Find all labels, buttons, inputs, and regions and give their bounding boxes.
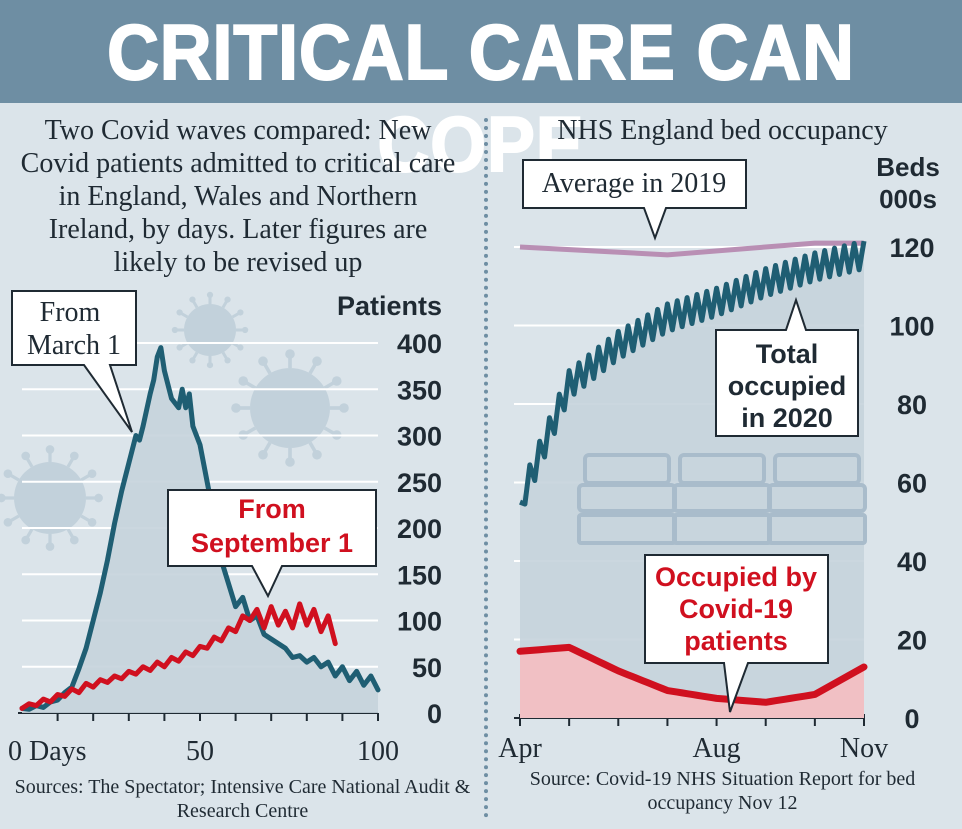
virus-body <box>184 304 236 356</box>
virus-spike-tip <box>237 344 244 351</box>
virus-icon <box>171 291 249 369</box>
virus-icon <box>0 445 103 551</box>
right-y-tick-label: 40 <box>897 547 927 577</box>
virus-spike-tip <box>87 517 97 527</box>
average-callout-box <box>522 159 747 241</box>
right-chart-subtitle: NHS England bed occupancy <box>557 115 888 146</box>
virus-spike-tip <box>21 535 31 545</box>
covid-occupied-line <box>516 643 868 706</box>
virus-spike-tip <box>45 542 55 551</box>
total-callout-label: in 2020 <box>741 403 833 433</box>
left-y-tick-label: 50 <box>412 653 442 683</box>
september-callout-box <box>167 489 377 599</box>
virus-spike-tip <box>258 356 268 367</box>
bed-base <box>767 513 867 545</box>
virus-spike-tip <box>312 449 322 460</box>
headline: CRITICAL CARE CAN COPE <box>106 7 855 189</box>
virus-spike-tip <box>45 445 55 454</box>
left-y-tick-label: 200 <box>397 514 442 544</box>
march-callout-label: March 1 <box>27 330 121 361</box>
left-x-tick-label: 100 <box>357 736 399 767</box>
covid-callout-label: patients <box>684 626 788 656</box>
covid-callout-label: Occupied by <box>655 562 817 592</box>
virus-spike-tip <box>176 344 183 351</box>
virus-spike-tip <box>206 361 214 369</box>
virus-spike-tip <box>224 357 231 364</box>
total-occupied-line <box>519 240 867 507</box>
headline-banner <box>0 0 962 103</box>
left-y-tick-label: 0 <box>427 699 442 729</box>
virus-spike-tip <box>87 469 97 479</box>
left-x-tick-label: 50 <box>186 736 214 767</box>
bed-mattress <box>767 483 867 513</box>
virus-spike-tip <box>3 469 13 479</box>
september-callout-label: September 1 <box>191 528 353 558</box>
left-y-tick-label: 100 <box>397 607 442 637</box>
virus-spike-tip <box>69 535 79 545</box>
bed-icon <box>767 453 867 545</box>
virus-spike-tip <box>312 356 322 367</box>
panel-divider <box>484 118 488 818</box>
virus-spike-tip <box>285 349 295 359</box>
left-x-tick-label: 0 Days <box>8 736 87 767</box>
virus-spike-tip <box>339 403 349 413</box>
virus-body <box>14 462 86 534</box>
march-series-line <box>19 345 381 712</box>
right-y-tick-label: 20 <box>897 626 927 656</box>
bed-icon <box>672 453 772 545</box>
left-y-tick-label: 400 <box>397 329 442 359</box>
left-y-tick-label: 300 <box>397 422 442 452</box>
right-x-tick-label: Aug <box>692 733 740 764</box>
virus-body <box>250 368 330 448</box>
virus-spike-tip <box>21 451 31 461</box>
right-chart-source: Source: Covid-19 NHS Situation Report fo… <box>529 768 916 814</box>
virus-spike-tip <box>0 493 6 503</box>
virus-spike-tip <box>189 357 196 364</box>
average-callout-label: Average in 2019 <box>542 168 727 199</box>
virus-spike-tip <box>3 517 13 527</box>
left-y-tick-label: 250 <box>397 468 442 498</box>
right-y-axis-label: Beds <box>876 152 940 182</box>
march-callout-label: From <box>40 297 101 328</box>
right-y-tick-label: 120 <box>889 233 934 263</box>
right-y-tick-label: 100 <box>889 312 934 342</box>
right-y-tick-label: 0 <box>904 704 919 734</box>
virus-spike-tip <box>285 457 295 467</box>
right-x-tick-label: Apr <box>498 733 542 764</box>
virus-spike-tip <box>237 309 244 316</box>
right-y-tick-label: 80 <box>897 390 927 420</box>
virus-spike-tip <box>69 451 79 461</box>
virus-spike-tip <box>258 449 268 460</box>
virus-spike-tip <box>241 326 249 334</box>
total-callout-label: Total <box>756 339 819 369</box>
virus-spike-tip <box>94 493 103 503</box>
virus-spike-tip <box>231 403 241 413</box>
september-callout-label: From <box>238 494 306 524</box>
virus-icon <box>231 349 349 467</box>
right-y-tick-label: 60 <box>897 469 927 499</box>
left-chart-source: Sources: The Spectator; Intensive Care N… <box>14 776 471 822</box>
total-callout-box <box>715 296 859 437</box>
left-y-tick-label: 150 <box>397 560 442 590</box>
right-y-axis-label: 000s <box>879 184 937 214</box>
virus-spike-tip <box>238 376 249 386</box>
september-series-line <box>19 601 338 711</box>
covid-callout-label: Covid-19 <box>679 594 793 624</box>
virus-spike-tip <box>171 326 179 334</box>
march-callout-box <box>11 290 137 433</box>
virus-spike-tip <box>224 296 231 303</box>
total-callout-label: occupied <box>728 371 847 401</box>
left-chart-subtitle: Two Covid waves compared: New Covid pati… <box>20 115 456 278</box>
average-2019-line <box>519 240 864 258</box>
right-x-tick-label: Nov <box>840 733 888 764</box>
virus-spike-tip <box>331 376 342 386</box>
left-y-tick-label: 350 <box>397 375 442 405</box>
left-y-axis-label: Patients <box>337 291 442 321</box>
virus-spike-tip <box>189 296 196 303</box>
covid-callout-box <box>644 554 829 713</box>
virus-spike-tip <box>176 309 183 316</box>
virus-spike-tip <box>206 291 214 299</box>
